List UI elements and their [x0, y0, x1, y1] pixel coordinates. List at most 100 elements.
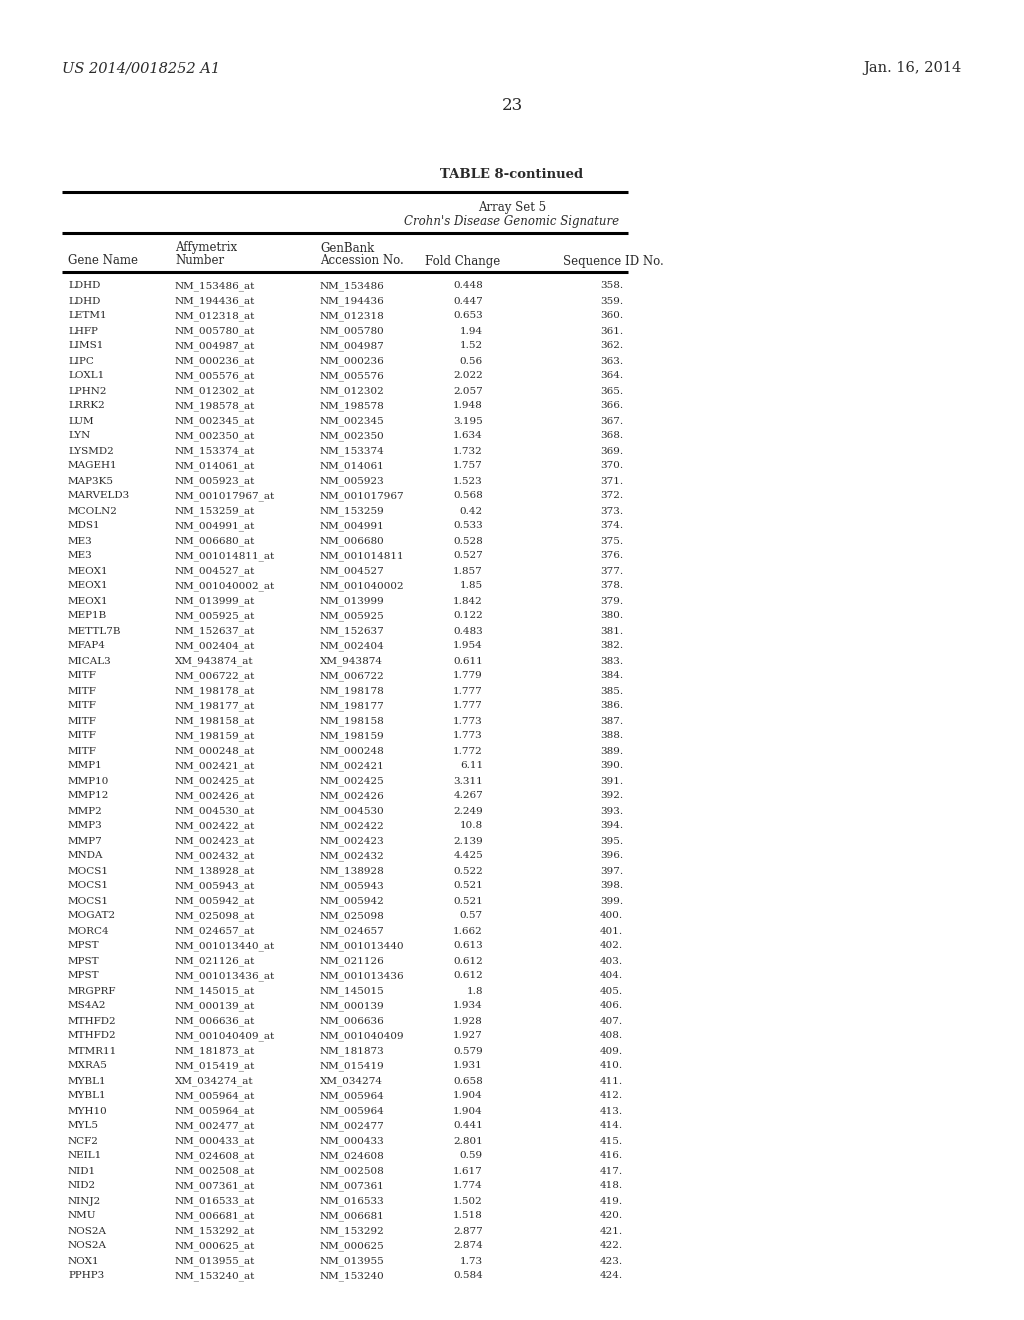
Text: MITF: MITF — [68, 701, 97, 710]
Text: NM_153374_at: NM_153374_at — [175, 446, 255, 455]
Text: NM_012318_at: NM_012318_at — [175, 312, 255, 321]
Text: MEP1B: MEP1B — [68, 611, 108, 620]
Text: MAP3K5: MAP3K5 — [68, 477, 114, 486]
Text: 1.52: 1.52 — [460, 342, 483, 351]
Text: 373.: 373. — [600, 507, 623, 516]
Text: NM_000236_at: NM_000236_at — [175, 356, 255, 366]
Text: 385.: 385. — [600, 686, 623, 696]
Text: 1.634: 1.634 — [454, 432, 483, 441]
Text: MITF: MITF — [68, 717, 97, 726]
Text: NM_006636: NM_006636 — [319, 1016, 385, 1026]
Text: MICAL3: MICAL3 — [68, 656, 112, 665]
Text: NM_153259: NM_153259 — [319, 506, 385, 516]
Text: 2.801: 2.801 — [454, 1137, 483, 1146]
Text: 374.: 374. — [600, 521, 623, 531]
Text: NINJ2: NINJ2 — [68, 1196, 101, 1205]
Text: 1.757: 1.757 — [454, 462, 483, 470]
Text: 387.: 387. — [600, 717, 623, 726]
Text: NM_002345: NM_002345 — [319, 416, 385, 426]
Text: NM_153486: NM_153486 — [319, 281, 385, 290]
Text: NM_005780_at: NM_005780_at — [175, 326, 255, 335]
Text: NM_006722_at: NM_006722_at — [175, 671, 255, 681]
Text: 1.931: 1.931 — [454, 1061, 483, 1071]
Text: NOX1: NOX1 — [68, 1257, 99, 1266]
Text: NM_005923: NM_005923 — [319, 477, 385, 486]
Text: MYBL1: MYBL1 — [68, 1077, 106, 1085]
Text: NM_005943_at: NM_005943_at — [175, 882, 255, 891]
Text: 364.: 364. — [600, 371, 623, 380]
Text: MEOX1: MEOX1 — [68, 597, 109, 606]
Text: 367.: 367. — [600, 417, 623, 425]
Text: NM_002423: NM_002423 — [319, 836, 385, 846]
Text: NM_004987: NM_004987 — [319, 341, 385, 351]
Text: 0.56: 0.56 — [460, 356, 483, 366]
Text: 2.874: 2.874 — [454, 1242, 483, 1250]
Text: 413.: 413. — [600, 1106, 623, 1115]
Text: 361.: 361. — [600, 326, 623, 335]
Text: NM_005576_at: NM_005576_at — [175, 371, 255, 381]
Text: NM_002432_at: NM_002432_at — [175, 851, 255, 861]
Text: NM_025098_at: NM_025098_at — [175, 911, 255, 921]
Text: 401.: 401. — [600, 927, 623, 936]
Text: 397.: 397. — [600, 866, 623, 875]
Text: 1.518: 1.518 — [454, 1212, 483, 1221]
Text: NM_000433: NM_000433 — [319, 1137, 385, 1146]
Text: 1.94: 1.94 — [460, 326, 483, 335]
Text: NM_198159_at: NM_198159_at — [175, 731, 255, 741]
Text: ME3: ME3 — [68, 552, 93, 561]
Text: 418.: 418. — [600, 1181, 623, 1191]
Text: 400.: 400. — [600, 912, 623, 920]
Text: NM_006680_at: NM_006680_at — [175, 536, 255, 546]
Text: 0.528: 0.528 — [454, 536, 483, 545]
Text: MYH10: MYH10 — [68, 1106, 108, 1115]
Text: NM_152637_at: NM_152637_at — [175, 626, 255, 636]
Text: 420.: 420. — [600, 1212, 623, 1221]
Text: 0.612: 0.612 — [454, 957, 483, 965]
Text: NM_004530_at: NM_004530_at — [175, 807, 255, 816]
Text: NM_002425: NM_002425 — [319, 776, 385, 785]
Text: 362.: 362. — [600, 342, 623, 351]
Text: NID2: NID2 — [68, 1181, 96, 1191]
Text: NM_002421_at: NM_002421_at — [175, 762, 255, 771]
Text: MRGPRF: MRGPRF — [68, 986, 117, 995]
Text: NM_012318: NM_012318 — [319, 312, 385, 321]
Text: LYN: LYN — [68, 432, 90, 441]
Text: Affymetrix: Affymetrix — [175, 242, 238, 255]
Text: Crohn's Disease Genomic Signature: Crohn's Disease Genomic Signature — [404, 215, 620, 228]
Text: 0.441: 0.441 — [454, 1122, 483, 1130]
Text: NM_001040409_at: NM_001040409_at — [175, 1031, 275, 1041]
Text: 2.877: 2.877 — [454, 1226, 483, 1236]
Text: NM_012302: NM_012302 — [319, 387, 385, 396]
Text: 404.: 404. — [600, 972, 623, 981]
Text: MFAP4: MFAP4 — [68, 642, 105, 651]
Text: NM_013955_at: NM_013955_at — [175, 1257, 255, 1266]
Text: 379.: 379. — [600, 597, 623, 606]
Text: NM_194436: NM_194436 — [319, 296, 385, 306]
Text: 0.527: 0.527 — [454, 552, 483, 561]
Text: 0.653: 0.653 — [454, 312, 483, 321]
Text: MTMR11: MTMR11 — [68, 1047, 118, 1056]
Text: LHFP: LHFP — [68, 326, 98, 335]
Text: NM_006680: NM_006680 — [319, 536, 385, 546]
Text: MMP3: MMP3 — [68, 821, 102, 830]
Text: MEOX1: MEOX1 — [68, 582, 109, 590]
Text: 0.613: 0.613 — [454, 941, 483, 950]
Text: MITF: MITF — [68, 731, 97, 741]
Text: MMP10: MMP10 — [68, 776, 110, 785]
Text: NM_001014811_at: NM_001014811_at — [175, 552, 275, 561]
Text: MPST: MPST — [68, 972, 99, 981]
Text: NM_001013440: NM_001013440 — [319, 941, 404, 950]
Text: MTHFD2: MTHFD2 — [68, 1031, 117, 1040]
Text: NM_006681: NM_006681 — [319, 1212, 385, 1221]
Text: MOGAT2: MOGAT2 — [68, 912, 116, 920]
Text: NM_002426: NM_002426 — [319, 791, 385, 801]
Text: NM_001014811: NM_001014811 — [319, 552, 404, 561]
Text: MPST: MPST — [68, 941, 99, 950]
Text: NM_198158_at: NM_198158_at — [175, 717, 255, 726]
Text: 3.195: 3.195 — [454, 417, 483, 425]
Text: 405.: 405. — [600, 986, 623, 995]
Text: 365.: 365. — [600, 387, 623, 396]
Text: 0.522: 0.522 — [454, 866, 483, 875]
Text: 0.612: 0.612 — [454, 972, 483, 981]
Text: MYBL1: MYBL1 — [68, 1092, 106, 1101]
